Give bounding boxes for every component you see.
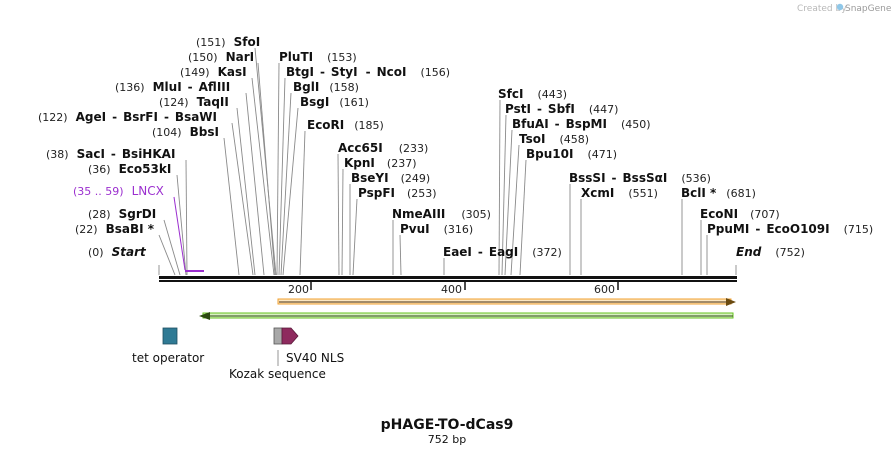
site-label-eco53ki[interactable]: (36) Eco53kI	[88, 162, 171, 176]
primer-leader-line	[173, 196, 186, 271]
site-label-bfuai[interactable]: BfuAI - BspMI (450)	[512, 117, 651, 131]
ruler-label-600: 600	[594, 283, 615, 296]
plasmid-length: 752 bp	[428, 433, 466, 446]
site-label-nmeaiii[interactable]: NmeAIII (305)	[392, 207, 491, 221]
site-label-bcli[interactable]: BclI * (681)	[681, 186, 756, 200]
site-label-bbsi[interactable]: (104) BbsI	[152, 125, 219, 139]
site-label-bsgi[interactable]: BsgI (161)	[300, 95, 369, 109]
site-label-btgi[interactable]: BtgI - StyI - NcoI (156)	[286, 65, 450, 79]
kozak-label: Kozak sequence	[229, 367, 326, 381]
tet-operator-label: tet operator	[132, 351, 204, 365]
plasmid-title: pHAGE-TO-dCas9	[381, 417, 514, 433]
site-label-kasi[interactable]: (149) KasI	[180, 65, 247, 79]
site-label-xcmi[interactable]: XcmI (551)	[581, 186, 658, 200]
site-label-saci[interactable]: (38) SacI - BsiHKAI	[46, 147, 175, 161]
dna-bottom-strand	[159, 280, 737, 282]
ruler-label-400: 400	[441, 283, 462, 296]
site-label-taqii[interactable]: (124) TaqII	[159, 95, 229, 109]
snapgene-logo-icon	[836, 3, 844, 11]
site-label-bsssi[interactable]: BssSI - BssSαI (536)	[569, 171, 711, 185]
ruler-label-200: 200	[288, 283, 309, 296]
site-label-kpni[interactable]: KpnI (237)	[344, 156, 417, 170]
site-label-pluti[interactable]: PluTI (153)	[279, 50, 357, 64]
site-label-bseyi[interactable]: BseYI (249)	[351, 171, 430, 185]
site-label-ecori[interactable]: EcoRI (185)	[307, 118, 384, 132]
dna-top-strand	[159, 276, 737, 279]
site-label-sgrdi[interactable]: (28) SgrDI	[88, 207, 156, 221]
primer-lncx-label[interactable]: (35 .. 59) LNCX	[73, 184, 164, 198]
site-label-pspfi[interactable]: PspFI (253)	[358, 186, 437, 200]
site-leader-lines	[158, 47, 708, 276]
site-label-bgli[interactable]: BglI (158)	[293, 80, 359, 94]
site-label-sfoi[interactable]: (151) SfoI	[196, 35, 260, 49]
site-label-bpu10i[interactable]: Bpu10I (471)	[526, 147, 617, 161]
sv40-nls-label: SV40 NLS	[286, 351, 344, 365]
green-track-arrow-icon	[199, 312, 210, 320]
end-label: End (752)	[736, 245, 805, 259]
site-label-acc65i[interactable]: Acc65I (233)	[338, 141, 428, 155]
site-label-econi[interactable]: EcoNI (707)	[700, 207, 780, 221]
site-label-bsabi[interactable]: (22) BsaBI *	[75, 222, 155, 236]
start-label: (0) Start	[88, 245, 147, 259]
tet-operator-feature[interactable]	[162, 327, 178, 345]
kozak-feature[interactable]	[273, 327, 283, 345]
sv40-nls-feature[interactable]	[281, 327, 299, 345]
orange-track-arrow-icon	[726, 298, 736, 306]
site-label-eaei[interactable]: EaeI - EagI (372)	[443, 245, 562, 259]
site-label-tsoi[interactable]: TsoI (458)	[519, 132, 589, 146]
site-label-psti[interactable]: PstI - SbfI (447)	[505, 102, 618, 116]
created-by-label: Created by	[797, 4, 847, 14]
site-label-nari[interactable]: (150) NarI	[188, 50, 254, 64]
site-label-agei[interactable]: (122) AgeI - BsrFI - BsaWI	[38, 110, 217, 124]
site-label-ppumi[interactable]: PpuMI - EcoO109I (715)	[707, 222, 873, 236]
site-label-sfci[interactable]: SfcI (443)	[498, 87, 567, 101]
site-label-mlui[interactable]: (136) MluI - AflIII	[115, 80, 230, 94]
snapgene-brand: SnapGene	[845, 4, 892, 14]
site-label-pvui[interactable]: PvuI (316)	[400, 222, 473, 236]
